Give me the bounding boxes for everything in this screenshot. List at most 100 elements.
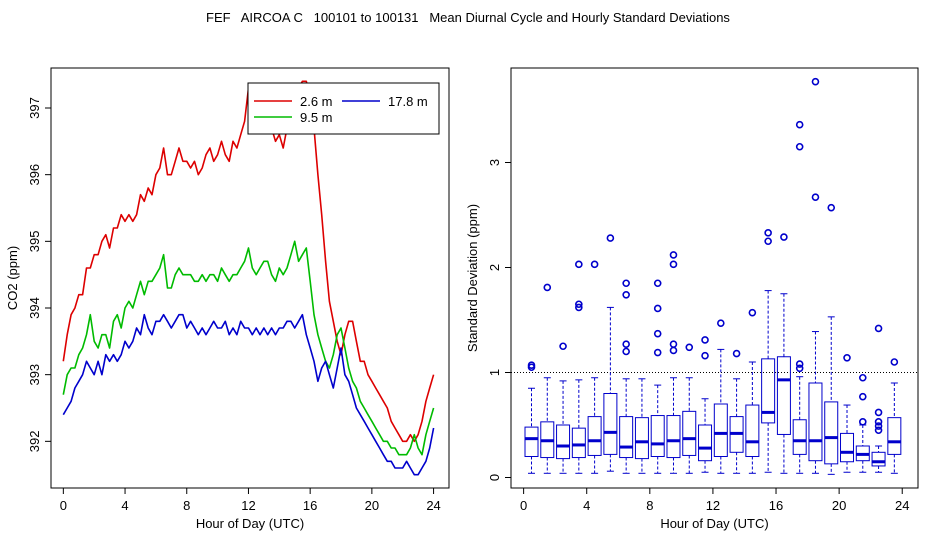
outlier-point xyxy=(653,304,662,313)
outlier-point xyxy=(858,392,867,401)
outlier-point xyxy=(827,203,836,212)
outlier-point xyxy=(669,260,678,269)
outlier-point xyxy=(874,408,883,417)
left-y-tick-label: 395 xyxy=(27,230,42,252)
outlier-point xyxy=(701,351,709,360)
outlier-point xyxy=(622,279,630,288)
left-y-tick-label: 392 xyxy=(27,430,42,452)
box-iqr xyxy=(792,419,807,455)
legend-label: 9.5 m xyxy=(300,110,333,125)
outlier-point xyxy=(669,340,678,348)
outlier-point xyxy=(764,237,772,246)
outlier-point xyxy=(843,353,851,362)
outlier-point xyxy=(732,349,741,358)
box-iqr xyxy=(776,356,791,435)
box-iqr xyxy=(571,427,586,459)
box-iqr xyxy=(871,451,886,467)
left-x-tick-label: 8 xyxy=(183,498,190,513)
box-iqr xyxy=(761,358,776,424)
right-y-axis-label: Standard Deviation (ppm) xyxy=(465,204,480,352)
page-title: FEF AIRCOA C 100101 to 100131 Mean Diurn… xyxy=(206,10,730,25)
outlier-point xyxy=(606,234,615,242)
outlier-point xyxy=(685,343,694,352)
box-iqr xyxy=(603,393,618,455)
series-line-26m xyxy=(62,80,435,443)
outlier-point xyxy=(701,336,709,344)
outlier-point xyxy=(748,308,757,317)
right-y-tick-label: 3 xyxy=(487,159,502,166)
box-iqr xyxy=(619,416,634,459)
outlier-point xyxy=(874,426,883,435)
left-x-tick-label: 12 xyxy=(241,498,255,513)
outlier-point xyxy=(764,229,772,237)
outlier-point xyxy=(795,120,804,129)
right-plot-frame xyxy=(510,67,919,489)
legend-box xyxy=(247,82,440,135)
outlier-point xyxy=(590,260,599,269)
left-x-axis-label: Hour of Day (UTC) xyxy=(196,516,304,531)
right-y-tick-label: 1 xyxy=(487,369,502,376)
outlier-point xyxy=(527,361,536,369)
box-iqr xyxy=(682,410,697,456)
outlier-point xyxy=(653,348,662,357)
box-iqr xyxy=(524,426,539,458)
outlier-point xyxy=(795,360,804,368)
right-x-tick-label: 12 xyxy=(706,498,720,513)
box-iqr xyxy=(887,417,902,455)
outlier-point xyxy=(874,324,883,333)
outlier-point xyxy=(717,319,725,327)
left-x-tick-label: 24 xyxy=(426,498,440,513)
outlier-point xyxy=(622,347,630,356)
left-x-tick-label: 16 xyxy=(303,498,317,513)
box-iqr xyxy=(713,403,728,457)
right-x-tick-label: 16 xyxy=(769,498,783,513)
outlier-point xyxy=(575,303,583,312)
box-iqr xyxy=(556,424,571,460)
box-iqr xyxy=(698,424,713,462)
box-iqr xyxy=(587,416,602,456)
outlier-point xyxy=(669,346,678,355)
outlier-point xyxy=(858,373,867,382)
outlier-point xyxy=(575,260,583,269)
outlier-point xyxy=(780,233,788,241)
outlier-point xyxy=(858,418,867,426)
right-y-tick-label: 2 xyxy=(487,264,502,271)
right-x-tick-label: 4 xyxy=(583,498,590,513)
outlier-point xyxy=(795,142,804,151)
box-iqr xyxy=(808,382,823,462)
outlier-point xyxy=(669,251,678,259)
right-x-axis-label: Hour of Day (UTC) xyxy=(660,516,768,531)
box-iqr xyxy=(840,432,855,463)
outlier-point xyxy=(653,279,662,288)
box-iqr xyxy=(634,417,649,460)
right-y-tick-label: 0 xyxy=(487,474,502,481)
left-x-tick-label: 0 xyxy=(60,498,67,513)
left-y-tick-label: 394 xyxy=(27,297,42,319)
box-iqr xyxy=(650,415,665,457)
outlier-point xyxy=(653,329,662,338)
outlier-point xyxy=(559,342,567,351)
outlier-point xyxy=(622,290,630,299)
series-line-95m xyxy=(62,240,435,456)
legend-label: 2.6 m xyxy=(300,94,333,109)
outlier-point xyxy=(890,358,899,366)
right-x-tick-label: 24 xyxy=(895,498,909,513)
left-x-tick-label: 20 xyxy=(365,498,379,513)
left-y-tick-label: 396 xyxy=(27,164,42,186)
outlier-point xyxy=(811,193,820,201)
left-y-axis-label: CO2 (ppm) xyxy=(5,246,20,310)
left-y-tick-label: 393 xyxy=(27,364,42,386)
outlier-point xyxy=(622,340,630,348)
outlier-point xyxy=(575,300,583,309)
right-x-tick-label: 20 xyxy=(832,498,846,513)
outlier-point xyxy=(874,418,883,426)
left-x-tick-label: 4 xyxy=(121,498,128,513)
legend-label: 17.8 m xyxy=(388,94,428,109)
outlier-point xyxy=(795,364,804,373)
box-iqr xyxy=(666,415,681,459)
left-plot-frame xyxy=(50,67,450,489)
outlier-point xyxy=(543,283,552,292)
outlier-point xyxy=(811,77,820,86)
series-line-178m xyxy=(62,313,435,476)
